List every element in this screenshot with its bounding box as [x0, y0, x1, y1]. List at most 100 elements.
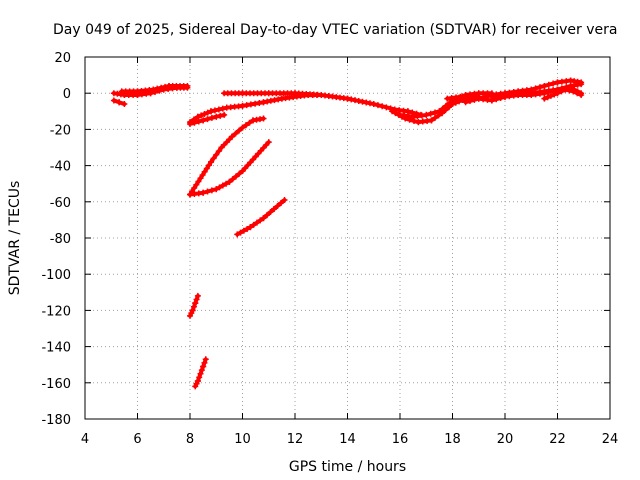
y-tick-label: -40 — [50, 160, 71, 175]
y-axis-title: SDTVAR / TECUs — [7, 181, 23, 296]
data-point — [428, 117, 435, 124]
data-point — [541, 95, 548, 102]
data-point — [116, 99, 123, 106]
data-point — [274, 203, 281, 210]
data-point — [154, 85, 161, 92]
data-point — [215, 148, 222, 155]
data-point — [191, 119, 198, 126]
data-point — [203, 165, 210, 172]
data-point — [219, 182, 226, 189]
data-point — [201, 111, 208, 118]
axis-ticks: 4 6 8 10 12 14 16 18 20 22 24 -180 -160 -140 -120 -100 -… — [41, 51, 618, 447]
data-point — [210, 155, 217, 162]
data-point — [198, 367, 205, 374]
series-arc-4 — [187, 139, 272, 198]
y-tick-label: -180 — [41, 413, 71, 428]
data-point — [213, 113, 220, 120]
data-point — [578, 92, 585, 99]
data-point — [446, 100, 453, 107]
data-point — [187, 120, 193, 127]
data-point — [427, 110, 434, 117]
data-point — [541, 82, 548, 89]
series-arc-14 — [541, 86, 585, 102]
data-point — [260, 215, 267, 222]
data-point — [247, 224, 254, 231]
data-point — [462, 99, 469, 106]
data-point — [196, 374, 203, 381]
data-point — [239, 124, 246, 131]
data-point — [570, 88, 577, 95]
data-point — [432, 109, 438, 116]
data-point — [363, 99, 370, 106]
data-point — [436, 108, 443, 115]
data-point — [551, 91, 558, 98]
data-point — [471, 96, 478, 103]
data-point — [121, 101, 128, 108]
series-arc-5 — [187, 115, 267, 198]
data-point — [219, 105, 226, 112]
x-tick-label: 12 — [287, 432, 304, 447]
data-point — [216, 184, 223, 191]
data-point — [562, 86, 569, 93]
data-point — [229, 133, 235, 140]
data-point — [260, 115, 267, 122]
x-axis-title: GPS time / hours — [289, 459, 406, 475]
data-point — [566, 87, 573, 94]
data-point — [223, 180, 230, 187]
data-point — [199, 172, 206, 179]
data-point — [271, 206, 277, 213]
y-tick-label: -80 — [50, 232, 71, 247]
data-point — [200, 117, 207, 124]
data-point — [204, 116, 211, 123]
x-tick-label: 10 — [234, 432, 251, 447]
series-arc-8 — [192, 356, 209, 390]
data-point — [202, 356, 209, 363]
data-point — [411, 117, 417, 124]
data-point — [550, 80, 557, 87]
data-point — [187, 191, 193, 198]
data-point — [194, 292, 201, 299]
data-point — [281, 196, 288, 203]
data-point — [409, 109, 416, 116]
data-point — [193, 296, 200, 303]
data-point — [226, 178, 233, 185]
data-point — [201, 359, 208, 366]
data-point — [348, 96, 355, 103]
x-tick-label: 14 — [339, 432, 356, 447]
data-point — [205, 162, 212, 169]
data-point — [367, 100, 373, 107]
data-point — [265, 139, 272, 146]
data-point — [237, 229, 244, 236]
grid — [85, 57, 610, 419]
data-point — [217, 112, 224, 119]
data-point — [208, 158, 214, 165]
data-point — [243, 122, 249, 129]
data-point — [229, 176, 236, 183]
data-point — [439, 105, 446, 112]
x-tick-label: 20 — [497, 432, 514, 447]
data-point — [475, 95, 482, 102]
data-point — [195, 118, 202, 125]
data-point — [250, 221, 257, 228]
series-arc-1b — [110, 97, 128, 108]
data-point — [201, 168, 208, 175]
data-point — [232, 173, 239, 180]
data-point — [253, 219, 260, 226]
data-point — [240, 227, 247, 234]
data-point — [232, 130, 239, 137]
data-point — [442, 102, 449, 109]
x-tick-label: 18 — [444, 432, 461, 447]
series-arc-1c — [118, 82, 191, 95]
data-point — [221, 111, 228, 118]
data-point — [215, 106, 222, 113]
data-point — [211, 107, 218, 114]
data-point — [110, 97, 117, 104]
y-tick-label: 20 — [54, 51, 71, 66]
series-line — [188, 140, 271, 197]
y-tick-label: 0 — [63, 87, 71, 102]
data-point — [195, 178, 202, 185]
data-point — [545, 81, 552, 88]
data-point — [194, 377, 201, 384]
data-point — [432, 114, 438, 121]
series-arc-6 — [234, 196, 288, 238]
